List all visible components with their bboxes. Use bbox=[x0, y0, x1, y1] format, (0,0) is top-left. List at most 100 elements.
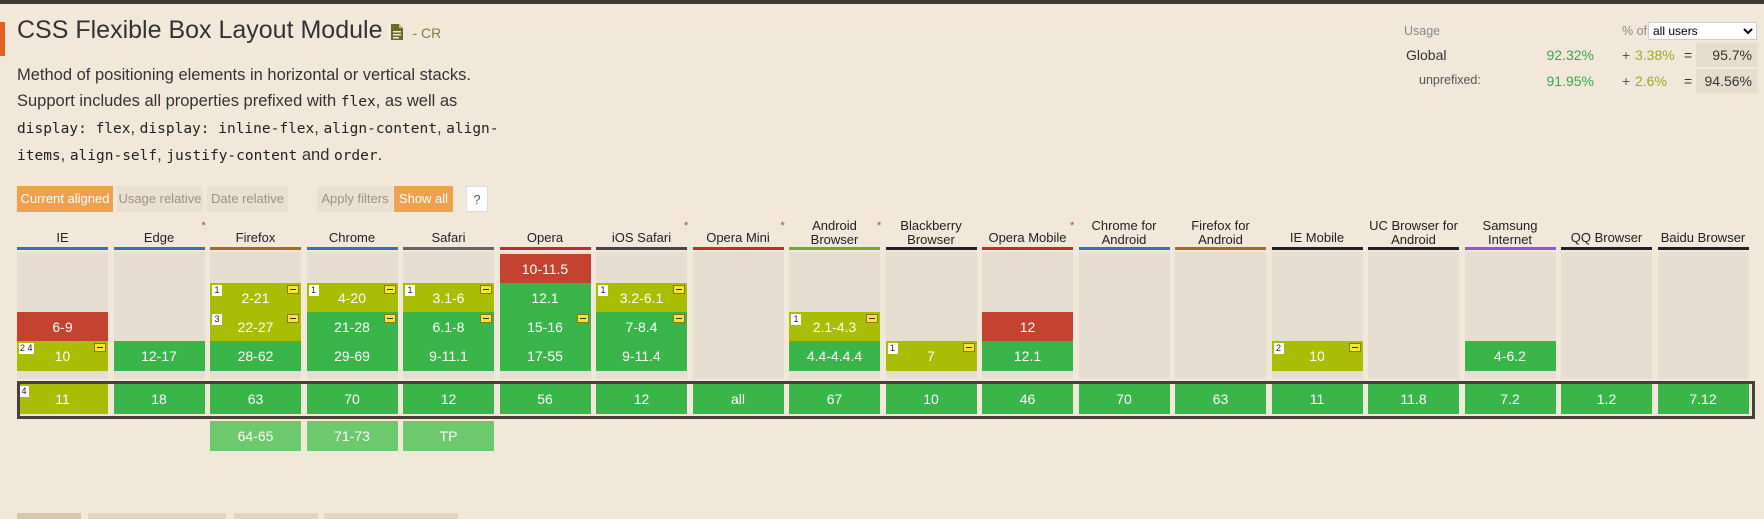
current-version-cell[interactable]: 70 bbox=[306, 384, 398, 414]
version-cell[interactable]: 2.1-4.3 1 bbox=[789, 312, 880, 342]
prefix-required-icon[interactable] bbox=[576, 314, 589, 323]
bottom-tab-notes[interactable] bbox=[17, 513, 81, 519]
note-marker[interactable]: 1 bbox=[405, 285, 415, 296]
browser-header[interactable]: Edge bbox=[143, 230, 175, 245]
spec-document-icon[interactable] bbox=[390, 24, 404, 40]
prefix-required-icon[interactable] bbox=[480, 285, 492, 294]
version-cell[interactable]: 28-62 bbox=[210, 341, 301, 371]
browser-header[interactable]: Opera bbox=[526, 230, 564, 245]
browser-header[interactable]: Samsung Internet bbox=[1482, 218, 1538, 247]
version-cell[interactable]: 6.1-8 bbox=[403, 312, 494, 342]
show-all-button[interactable]: Show all bbox=[394, 186, 453, 212]
future-version-cell[interactable]: 71-73 bbox=[306, 421, 398, 451]
prefix-required-icon[interactable] bbox=[673, 314, 685, 323]
browser-header[interactable]: Chrome for Android bbox=[1091, 218, 1157, 247]
prefix-required-icon[interactable] bbox=[94, 343, 106, 352]
version-cell[interactable]: 2-21 1 bbox=[210, 283, 301, 313]
version-cell[interactable]: 10 2 4 bbox=[17, 341, 108, 371]
version-cell[interactable]: 6-9 bbox=[17, 312, 108, 342]
browser-header[interactable]: Baidu Browser bbox=[1660, 230, 1746, 245]
note-marker[interactable]: 1 bbox=[887, 343, 898, 354]
version-cell[interactable]: 4-20 1 bbox=[306, 283, 398, 313]
version-cell[interactable]: 10 2 bbox=[1271, 341, 1363, 371]
version-cell[interactable]: 12.1 bbox=[499, 283, 591, 313]
bottom-tab[interactable] bbox=[234, 513, 318, 519]
version-cell[interactable]: 3.1-6 1 bbox=[403, 283, 494, 313]
current-version-cell[interactable]: 46 bbox=[982, 384, 1073, 414]
version-cell[interactable]: 9-11.1 bbox=[403, 341, 494, 371]
current-version-cell[interactable]: 11.8 bbox=[1368, 384, 1459, 414]
current-version-cell[interactable]: 67 bbox=[789, 384, 880, 414]
browser-header[interactable]: iOS Safari bbox=[611, 230, 672, 245]
current-version-cell[interactable]: all bbox=[692, 384, 784, 414]
version-cell[interactable]: 12 bbox=[982, 312, 1073, 342]
version-cell[interactable]: 7-8.4 bbox=[596, 312, 687, 342]
version-cell[interactable]: 12-17 bbox=[113, 341, 205, 371]
prefix-required-icon[interactable] bbox=[287, 314, 299, 323]
prefix-required-icon[interactable] bbox=[383, 314, 396, 323]
browser-header[interactable]: Firefox bbox=[235, 230, 276, 245]
browser-header[interactable]: Android Browser bbox=[810, 218, 859, 247]
prefix-required-icon[interactable] bbox=[962, 343, 975, 352]
browser-header[interactable]: IE Mobile bbox=[1289, 230, 1345, 245]
browser-header[interactable]: Blackberry Browser bbox=[900, 218, 962, 247]
browser-header[interactable]: IE bbox=[56, 230, 69, 245]
current-version-cell[interactable]: 7.12 bbox=[1657, 384, 1749, 414]
prefix-required-icon[interactable] bbox=[480, 314, 492, 323]
version-cell[interactable]: 12.1 bbox=[982, 341, 1073, 371]
date-relative-button[interactable]: Date relative bbox=[207, 186, 288, 212]
version-cell[interactable]: 21-28 bbox=[306, 312, 398, 342]
current-version-cell[interactable]: 12 bbox=[596, 384, 687, 414]
browser-header[interactable]: Opera Mini bbox=[706, 230, 770, 245]
note-marker[interactable]: 1 bbox=[308, 285, 319, 296]
current-version-cell[interactable]: 56 bbox=[499, 384, 591, 414]
bottom-tab[interactable] bbox=[88, 513, 226, 519]
browser-header[interactable]: Firefox for Android bbox=[1191, 218, 1250, 247]
note-marker[interactable]: 2 4 bbox=[19, 343, 34, 354]
bottom-tab[interactable] bbox=[324, 513, 458, 519]
note-marker[interactable]: 1 bbox=[598, 285, 608, 296]
note-marker[interactable]: 3 bbox=[212, 314, 222, 325]
prefix-required-icon[interactable] bbox=[287, 285, 299, 294]
prefix-required-icon[interactable] bbox=[673, 285, 685, 294]
help-button[interactable]: ? bbox=[466, 186, 488, 212]
usage-relative-button[interactable]: Usage relative bbox=[117, 186, 203, 212]
version-cell[interactable]: 22-27 3 bbox=[210, 312, 301, 342]
feature-title[interactable]: CSS Flexible Box Layout Module bbox=[17, 16, 383, 44]
apply-filters-button[interactable]: Apply filters bbox=[317, 186, 393, 212]
future-version-cell[interactable]: 64-65 bbox=[210, 421, 301, 451]
version-cell[interactable]: 3.2-6.1 1 bbox=[596, 283, 687, 313]
current-version-cell[interactable]: 11 bbox=[1271, 384, 1363, 414]
version-cell[interactable]: 29-69 bbox=[306, 341, 398, 371]
current-version-cell[interactable]: 63 bbox=[1175, 384, 1266, 414]
current-version-cell[interactable]: 10 bbox=[885, 384, 977, 414]
version-cell[interactable]: 4.4-4.4.4 bbox=[789, 341, 880, 371]
version-cell[interactable]: 15-16 bbox=[499, 312, 591, 342]
current-version-cell[interactable]: 63 bbox=[210, 384, 301, 414]
browser-header[interactable]: Safari bbox=[431, 230, 466, 245]
prefix-required-icon[interactable] bbox=[866, 314, 878, 323]
note-marker[interactable]: 4 bbox=[19, 386, 29, 397]
prefix-required-icon[interactable] bbox=[383, 285, 396, 294]
current-version-cell[interactable]: 12 bbox=[403, 384, 494, 414]
current-aligned-button[interactable]: Current aligned bbox=[17, 186, 113, 212]
current-version-cell[interactable]: 11 4 bbox=[17, 384, 108, 414]
version-cell[interactable]: 10-11.5 bbox=[499, 254, 591, 284]
version-cell[interactable]: 4-6.2 bbox=[1464, 341, 1556, 371]
browser-header[interactable]: Chrome bbox=[328, 230, 376, 245]
browser-header[interactable]: UC Browser for Android bbox=[1369, 218, 1458, 247]
note-marker[interactable]: 1 bbox=[212, 285, 222, 296]
note-marker[interactable]: 2 bbox=[1273, 343, 1284, 354]
current-version-cell[interactable]: 70 bbox=[1078, 384, 1170, 414]
current-version-cell[interactable]: 7.2 bbox=[1464, 384, 1556, 414]
future-version-cell[interactable]: TP bbox=[403, 421, 494, 451]
current-version-cell[interactable]: 18 bbox=[113, 384, 205, 414]
version-cell[interactable]: 17-55 bbox=[499, 341, 591, 371]
note-marker[interactable]: 1 bbox=[791, 314, 801, 325]
spec-status[interactable]: - CR bbox=[412, 25, 442, 41]
usage-scope-select[interactable]: all users bbox=[1648, 22, 1757, 40]
prefix-required-icon[interactable] bbox=[1348, 343, 1361, 352]
version-cell[interactable]: 9-11.4 bbox=[596, 341, 687, 371]
browser-header[interactable]: Opera Mobile bbox=[988, 230, 1067, 245]
